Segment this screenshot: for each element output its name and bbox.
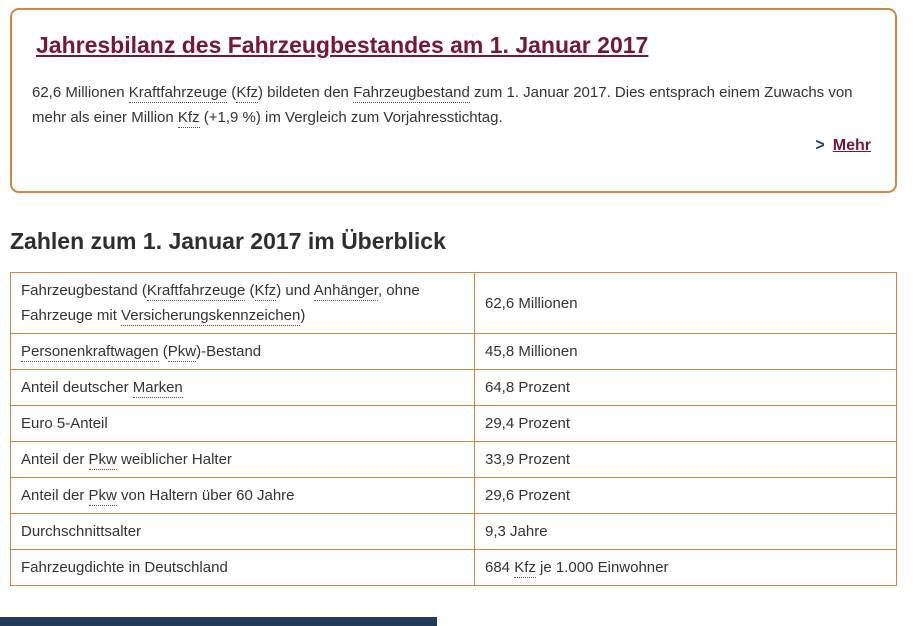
text-segment: 29,6 Prozent [485,487,571,504]
table-row: Anteil der Pkw von Haltern über 60 Jahre… [10,477,897,514]
label-cell: Anteil deutscher Marken [10,369,475,406]
abbr-term: Kraftfahrzeuge [146,282,246,301]
text-segment: 62,6 Millionen [32,84,129,101]
label-cell: Anteil der Pkw weiblicher Halter [10,441,475,478]
abbr-term: Anhänger [313,282,378,301]
value-cell: 9,3 Jahre [474,513,897,550]
more-link[interactable]: Mehr [832,137,871,154]
abbr-term: Versicherungskennzeichen [121,307,301,326]
value-cell: 45,8 Millionen [474,333,897,370]
abbr-term: Pkw [88,451,117,470]
table-row: Durchschnittsalter 9,3 Jahre [10,513,897,550]
text-segment: 33,9 Prozent [485,451,571,468]
text-segment: Durchschnittsalter [21,523,142,540]
value-cell: 64,8 Prozent [474,369,897,406]
value-cell: 33,9 Prozent [474,441,897,478]
text-segment: 62,6 Millionen [485,294,578,312]
table-row: Personenkraftwagen (Pkw)-Bestand 45,8 Mil… [10,333,897,370]
abbr-term: Kfz [254,282,277,301]
label-cell: Personenkraftwagen (Pkw)-Bestand [10,333,475,370]
teaser-box: Jahresbilanz des Fahrzeugbestandes am 1.… [10,8,897,193]
text-segment: ( [158,343,168,360]
text-segment: ( [227,84,237,101]
text-segment: ) bildeten den [258,84,354,101]
value-cell: 62,6 Millionen [474,272,897,334]
label-cell: Euro 5-Anteil [10,405,475,442]
abbr-term: Fahrzeugbestand [353,84,470,103]
table-row: Euro 5-Anteil 29,4 Prozent [10,405,897,442]
label-cell: Anteil der Pkw von Haltern über 60 Jahre [10,477,475,514]
label-cell: Fahrzeugbestand (Kraftfahrzeuge (Kfz) un… [10,272,475,334]
table-row: Anteil der Pkw weiblicher Halter 33,9 Pro… [10,441,897,478]
value-cell: 684 Kfz je 1.000 Einwohner [474,549,897,586]
abbr-term: Personenkraftwagen [21,343,159,362]
text-segment: 9,3 Jahre [485,523,548,540]
abbr-term: Pkw [167,343,197,362]
text-segment: je 1.000 Einwohner [535,559,669,576]
label-cell: Fahrzeugdichte in Deutschland [10,549,475,586]
table-row: Fahrzeugbestand (Kraftfahrzeuge (Kfz) un… [10,272,897,334]
text-segment: zum 1. Januar 2017. Dies entsprach einem… [32,84,853,126]
text-segment: 29,4 Prozent [485,415,571,432]
label-cell: Durchschnittsalter [10,513,475,550]
text-segment: , ohne Fahrzeuge mit [21,282,420,324]
text-segment: weiblicher Halter [116,451,232,468]
text-segment: 684 [485,559,515,576]
abbr-term: Pkw [88,487,117,506]
text-segment: Fahrzeugdichte in Deutschland [21,559,228,576]
text-segment: Anteil der [21,487,89,504]
text-segment: ) [300,307,306,324]
abbr-term: Kfz [236,84,258,103]
abbr-term: Marken [132,379,183,398]
text-segment: Euro 5-Anteil [21,415,108,432]
text-segment: Fahrzeugbestand ( [21,282,147,299]
overview-table-body: Fahrzeugbestand (Kraftfahrzeuge (Kfz) un… [10,272,897,586]
more-row[interactable]: > Mehr [815,136,871,155]
text-segment: 64,8 Prozent [485,379,571,396]
text-segment: Anteil deutscher [21,379,133,396]
value-cell: 29,4 Prozent [474,405,897,442]
bottom-bar [0,617,437,626]
overview-heading: Zahlen zum 1. Januar 2017 im Überblick [10,228,446,254]
abbr-term: Kfz [177,109,200,128]
value-cell: 29,6 Prozent [474,477,897,514]
text-segment: (+1,9 %) im Vergleich zum Vorjahresstich… [199,109,503,126]
abbr-term: Kfz [514,559,536,578]
text-segment: ) und [276,282,314,299]
text-segment: von Haltern über 60 Jahre [116,487,295,504]
text-segment: Anteil der [21,451,89,468]
table-row: Fahrzeugdichte in Deutschland 684 Kfz je … [10,549,897,586]
overview-table: Fahrzeugbestand (Kraftfahrzeuge (Kfz) un… [10,272,897,586]
abbr-term: Kraftfahrzeuge [128,84,228,103]
text-segment: ( [245,282,255,299]
teaser-title-link[interactable]: Jahresbilanz des Fahrzeugbestandes am 1.… [36,32,649,58]
text-segment: 45,8 Millionen [485,343,578,360]
table-row: Anteil deutscher Marken 64,8 Prozent [10,369,897,406]
teaser-paragraph: 62,6 Millionen Kraftfahrzeuge (Kfz) bild… [32,80,873,130]
chevron-right-icon: > [815,136,825,155]
text-segment: )-Bestand [196,343,262,360]
